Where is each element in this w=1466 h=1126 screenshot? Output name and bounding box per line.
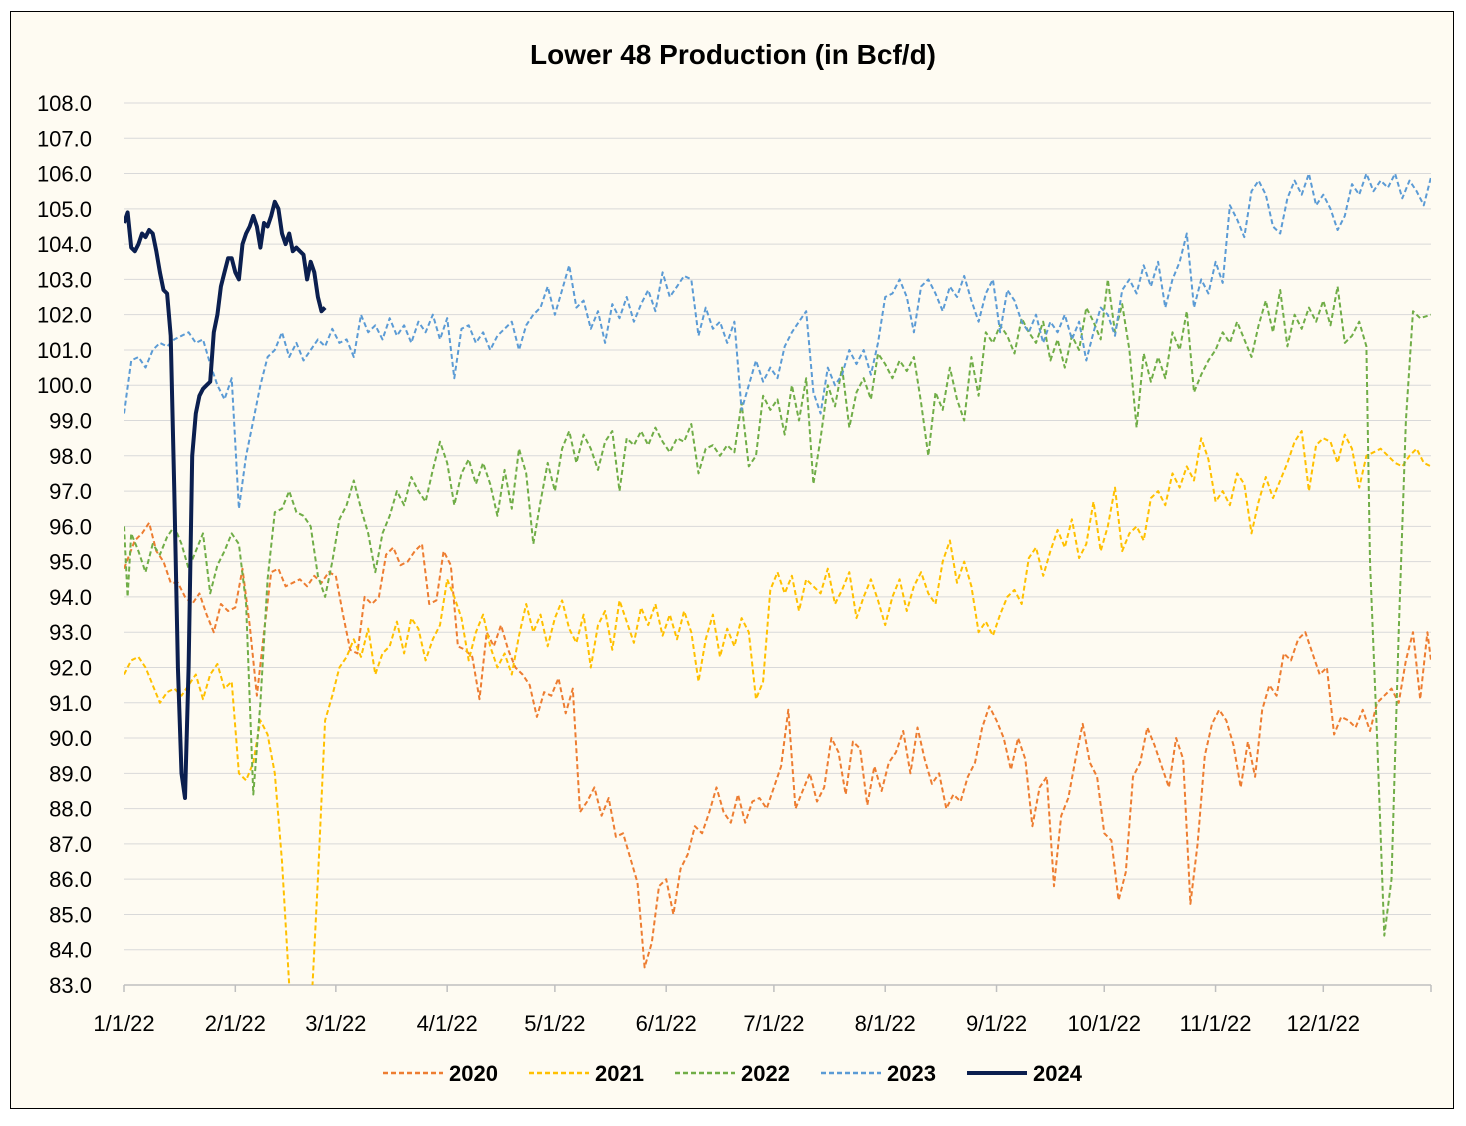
x-tick-label: 7/1/22 [743,1011,804,1036]
y-tick-label: 102.0 [37,303,92,328]
gridlines [124,102,1431,951]
x-tick-label: 1/1/22 [93,1011,154,1036]
chart-frame: Lower 48 Production (in Bcf/d) 108.0 107.… [10,11,1454,1109]
y-tick-label: 101.0 [37,338,92,363]
y-tick-label: 91.0 [49,691,92,716]
y-tick-label: 103.0 [37,267,92,292]
series-line-2024 [124,199,327,800]
x-tick-label: 8/1/22 [855,1011,916,1036]
legend-label-2020: 2020 [449,1061,498,1086]
x-tick-label: 11/1/22 [1180,1011,1252,1036]
x-tick-label: 5/1/22 [524,1011,585,1036]
y-tick-label: 87.0 [49,832,92,857]
y-tick-label: 104.0 [37,232,92,257]
y-axis-ticks: 108.0 107.0 106.0 105.0 104.0 103.0 102.0 101.0… [37,91,92,998]
y-tick-label: 99.0 [49,409,92,434]
y-tick-label: 96.0 [49,514,92,539]
x-tick-label: 12/1/22 [1287,1011,1360,1036]
y-tick-label: 86.0 [49,867,92,892]
y-tick-label: 90.0 [49,726,92,751]
y-tick-label: 89.0 [49,761,92,786]
legend-label-2022: 2022 [741,1061,790,1086]
series-line-2023 [124,172,1431,510]
legend-label-2024: 2024 [1033,1061,1083,1086]
series-lines [124,172,1431,985]
y-tick-label: 108.0 [37,91,92,116]
y-tick-label: 83.0 [49,973,92,998]
y-tick-label: 88.0 [49,797,92,822]
y-tick-label: 98.0 [49,444,92,469]
y-tick-label: 97.0 [49,479,92,504]
legend: 2020 2021 2022 2023 2024 [383,1061,1083,1086]
y-tick-label: 94.0 [49,585,92,610]
line-chart: Lower 48 Production (in Bcf/d) 108.0 107.… [37,39,1432,1086]
x-tick-label: 4/1/22 [417,1011,478,1036]
x-tick-label: 3/1/22 [305,1011,366,1036]
y-tick-label: 105.0 [37,197,92,222]
x-tick-label: 10/1/22 [1068,1011,1141,1036]
y-tick-label: 93.0 [49,620,92,645]
y-tick-label: 106.0 [37,162,92,187]
legend-label-2021: 2021 [595,1061,644,1086]
y-tick-label: 107.0 [37,126,92,151]
x-tick-label: 9/1/22 [966,1011,1027,1036]
legend-label-2023: 2023 [887,1061,936,1086]
x-axis: 1/1/22 2/1/22 3/1/22 4/1/22 5/1/22 6/1/22 7/1/… [93,984,1432,1036]
series-line-2022 [124,278,1431,937]
x-tick-label: 2/1/22 [205,1011,266,1036]
y-tick-label: 92.0 [49,655,92,680]
y-tick-label: 85.0 [49,902,92,927]
x-tick-label: 6/1/22 [636,1011,697,1036]
y-tick-label: 84.0 [49,938,92,963]
y-tick-label: 95.0 [49,550,92,575]
chart-title: Lower 48 Production (in Bcf/d) [530,39,936,70]
series-line-2020 [124,521,1431,969]
y-tick-label: 100.0 [37,373,92,398]
